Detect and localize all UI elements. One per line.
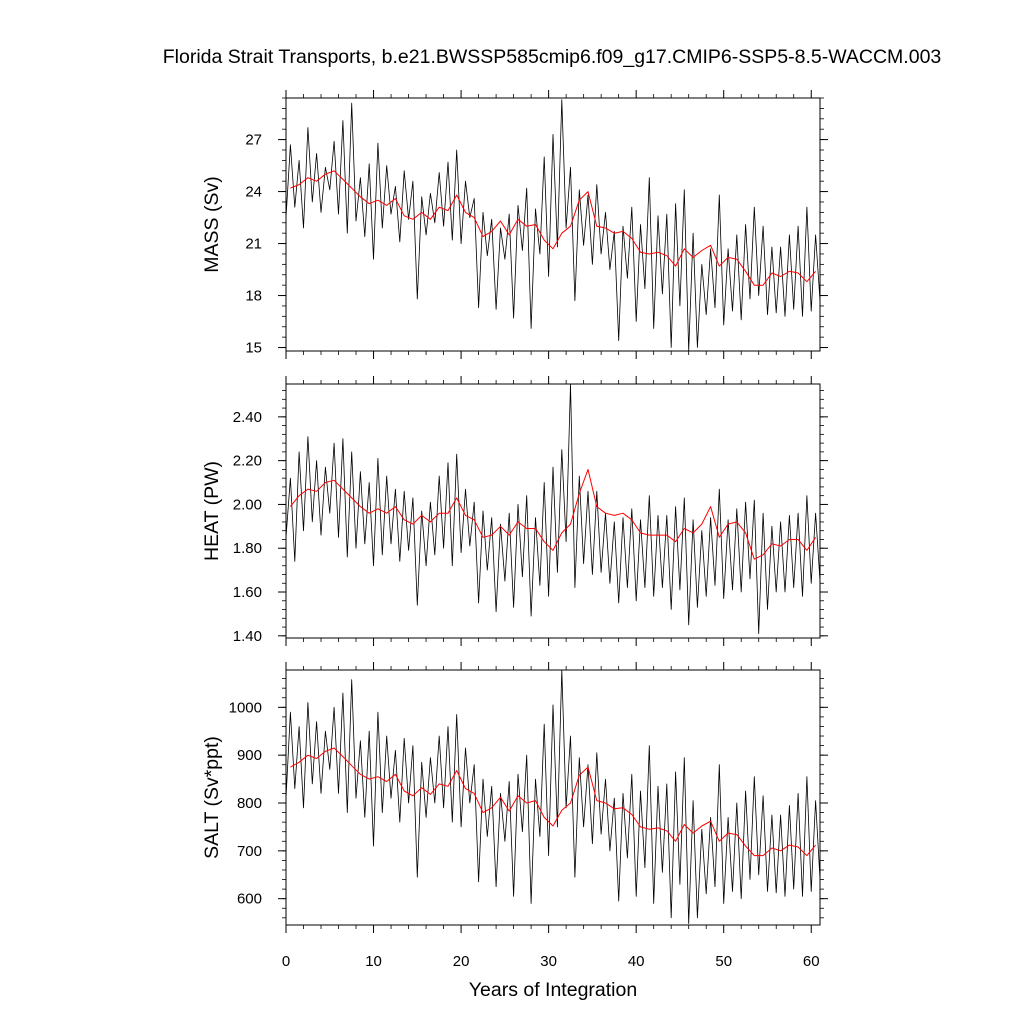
x-tick-label: 40 — [628, 953, 645, 970]
salt-ytick-label: 800 — [237, 795, 262, 812]
salt-monthly-line — [285, 669, 821, 924]
x-tick-label: 60 — [803, 953, 820, 970]
heat-ytick-label: 1.60 — [233, 584, 262, 601]
x-tick-label: 20 — [453, 953, 470, 970]
mass-ytick-label: 24 — [245, 184, 262, 201]
mass-ytick-label: 15 — [245, 340, 262, 357]
heat-smoothed-line — [290, 468, 817, 560]
chart-title: Florida Strait Transports, b.e21.BWSSP58… — [162, 46, 942, 68]
salt-y-axis-label: SALT (Sv*ppt) — [201, 736, 223, 859]
mass-monthly-line — [285, 99, 821, 352]
mass-ytick-label: 27 — [245, 132, 262, 149]
x-axis-label: Years of Integration — [469, 979, 637, 1001]
mass-smoothed-line — [290, 170, 816, 286]
x-tick-label: 0 — [282, 953, 290, 970]
x-tick-label: 50 — [715, 953, 732, 970]
mass-ytick-label: 21 — [245, 236, 262, 253]
heat-ytick-label: 1.80 — [233, 540, 262, 557]
heat-ytick-label: 2.20 — [233, 453, 262, 470]
heat-ytick-label: 1.40 — [233, 628, 262, 645]
heat-ytick-label: 2.00 — [233, 496, 262, 513]
mass-ytick-label: 18 — [245, 288, 262, 305]
salt-ytick-label: 1000 — [229, 699, 262, 716]
salt-ytick-label: 900 — [237, 747, 262, 764]
heat-y-axis-label: HEAT (PW) — [201, 461, 223, 561]
salt-ytick-label: 600 — [237, 891, 262, 908]
salt-plot-frame — [285, 669, 821, 926]
salt-smoothed-line — [290, 747, 816, 857]
x-tick-label: 10 — [365, 953, 382, 970]
salt-ytick-label: 700 — [237, 843, 262, 860]
x-tick-label: 30 — [540, 953, 557, 970]
heat-ytick-label: 2.40 — [233, 409, 262, 426]
heat-plot-frame — [285, 383, 821, 639]
mass-y-axis-label: MASS (Sv) — [201, 176, 223, 272]
mass-plot-frame — [285, 97, 821, 352]
heat-monthly-line — [285, 383, 821, 634]
